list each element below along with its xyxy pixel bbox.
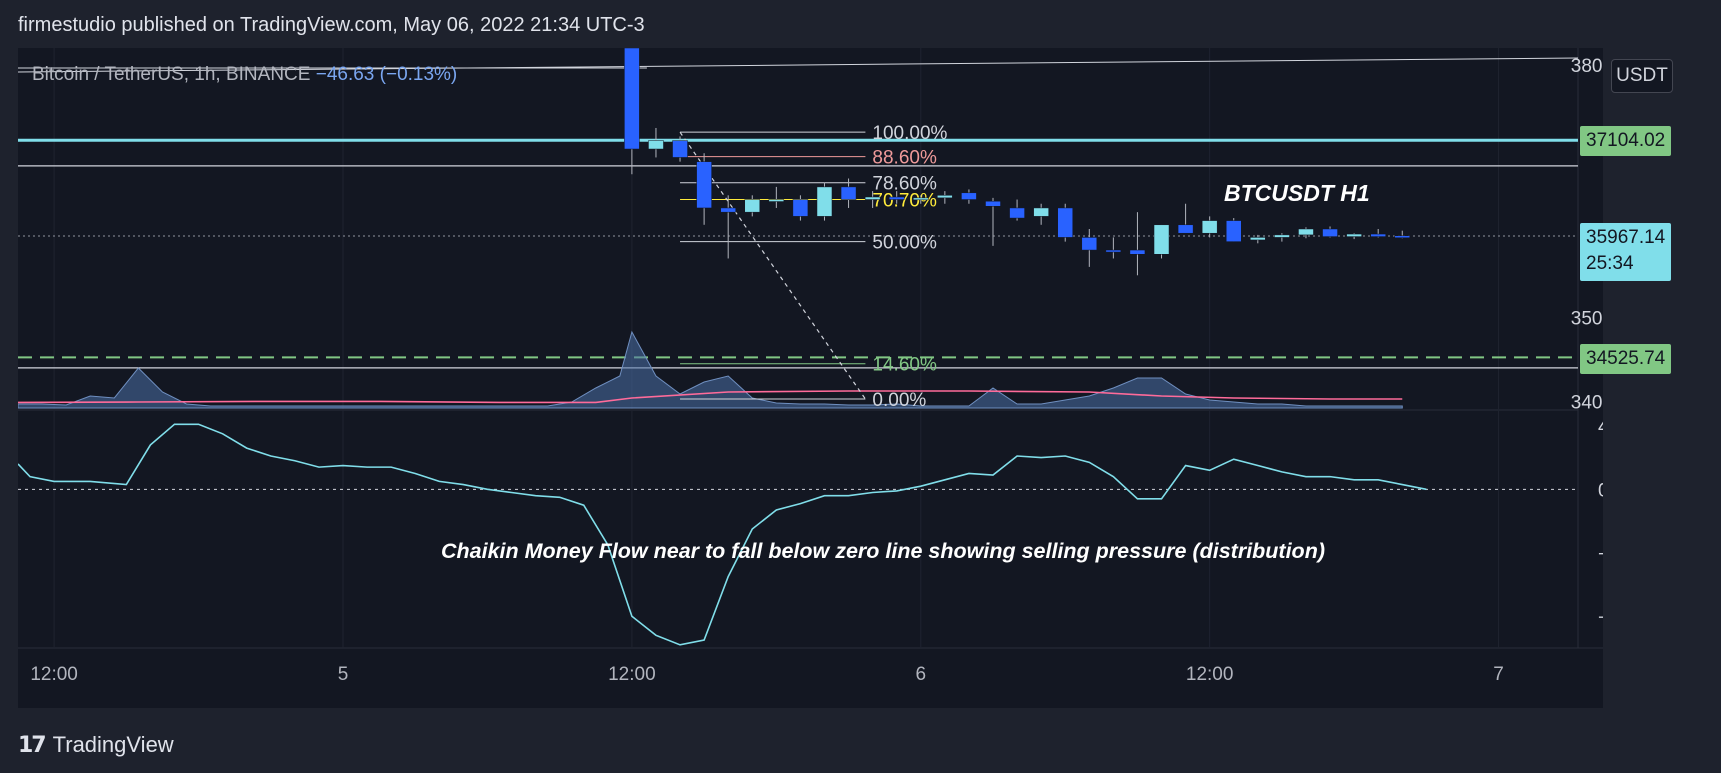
fib-level-label: 14.60% [872,355,937,376]
time-tick-label: 6 [915,664,926,685]
candle-body [696,161,712,209]
time-tick-label: 12:00 [608,664,656,685]
tradingview-brand: TradingView [52,732,174,757]
fib-level-label: 100.00% [872,123,947,144]
fib-level-label: 0.00% [872,390,926,411]
footer-branding[interactable]: 17 TradingView [18,730,174,760]
fib-level-label: 88.60% [872,148,937,169]
volume-ma-line [18,390,1403,404]
candle-body [672,140,688,158]
candle-body [840,186,857,200]
cmf-tick-label: −4K [1598,544,1603,565]
candle-body [913,197,929,201]
candle-body [1033,207,1049,217]
price-tick-label: 35000.00 [1571,308,1603,329]
candle-body [1322,228,1338,237]
candle-body [1081,237,1098,251]
price-unit-button[interactable]: USDT [1611,59,1673,93]
resistance-price-value: 37104.02 [1586,130,1666,151]
candle-body [1057,207,1073,238]
chart-annotation-title: BTCUSDT H1 [1224,180,1370,206]
candle-body [648,140,664,150]
bar-countdown: 25:34 [1586,253,1634,274]
candle-body [864,196,881,200]
chart-canvas[interactable]: 12:00 5 12:00 6 12:00 7 38000.00 35000.00 34000.… [18,48,1603,708]
price-change: −46.63 (−0.13%) [315,64,458,85]
candle-body [816,186,833,217]
cmf-tick-label: 0 [1598,480,1603,501]
candle-body [624,48,640,150]
time-tick-label: 7 [1493,664,1504,685]
candle-body [1225,220,1242,242]
fib-level-label: 50.00% [872,233,937,254]
candle-body [888,196,905,200]
candle-body [1129,249,1146,255]
time-tick-label: 12:00 [30,664,78,685]
published-info: firmestudio published on TradingView.com… [18,14,645,36]
cmf-tick-label: −8K [1598,607,1603,628]
cmf-annotation: Chaikin Money Flow near to fall below ze… [441,539,1325,563]
cmf-line [18,423,1427,646]
time-tick-label: 5 [338,664,349,685]
candle-body [720,207,736,213]
symbol-legend: Bitcoin / TetherUS, 1h, BINANCE −46.63 (… [32,64,457,86]
candle-body [1250,237,1266,241]
candle-body [1153,224,1170,255]
publish-header: firmestudio published on TradingView.com… [0,0,1721,48]
fib-level-label: 70.70% [872,191,937,212]
candle-body [1201,220,1218,234]
candle-body [1346,233,1362,237]
tradingview-logo-icon: 17 [18,732,47,758]
candle-body [937,195,953,199]
candle-body [744,199,761,213]
price-tick-label: 38000.00 [1571,56,1603,77]
candle-body [1274,234,1290,238]
support-price-tag: 34525.74 [1580,344,1672,374]
candle-body [1370,233,1386,237]
candle-body [1105,249,1122,253]
price-tick-label: 34000.00 [1571,393,1603,414]
candle-body [1298,228,1314,236]
chart-frame[interactable]: 12:00 5 12:00 6 12:00 7 38000.00 35000.00 34000.… [18,48,1603,708]
symbol-name: Bitcoin / TetherUS, 1h, BINANCE [32,64,311,85]
candle-body [792,199,809,217]
candle-body [1394,235,1411,238]
time-tick-label: 12:00 [1186,664,1234,685]
fib-level-label: 78.60% [872,174,937,195]
support-price-value: 34525.74 [1586,348,1666,369]
candle-body [1009,207,1025,219]
cmf-tick-label: 4K [1598,417,1603,438]
last-price-value: 35967.14 [1586,227,1666,248]
candle-body [768,199,785,202]
resistance-price-tag: 37104.02 [1580,126,1672,156]
trendline [18,57,1579,73]
candle-body [961,192,977,200]
candle-body [985,200,1001,207]
candle-body [1177,224,1194,234]
fib-trend-line [679,131,866,400]
last-price-tag: 35967.14 25:34 [1580,223,1672,281]
